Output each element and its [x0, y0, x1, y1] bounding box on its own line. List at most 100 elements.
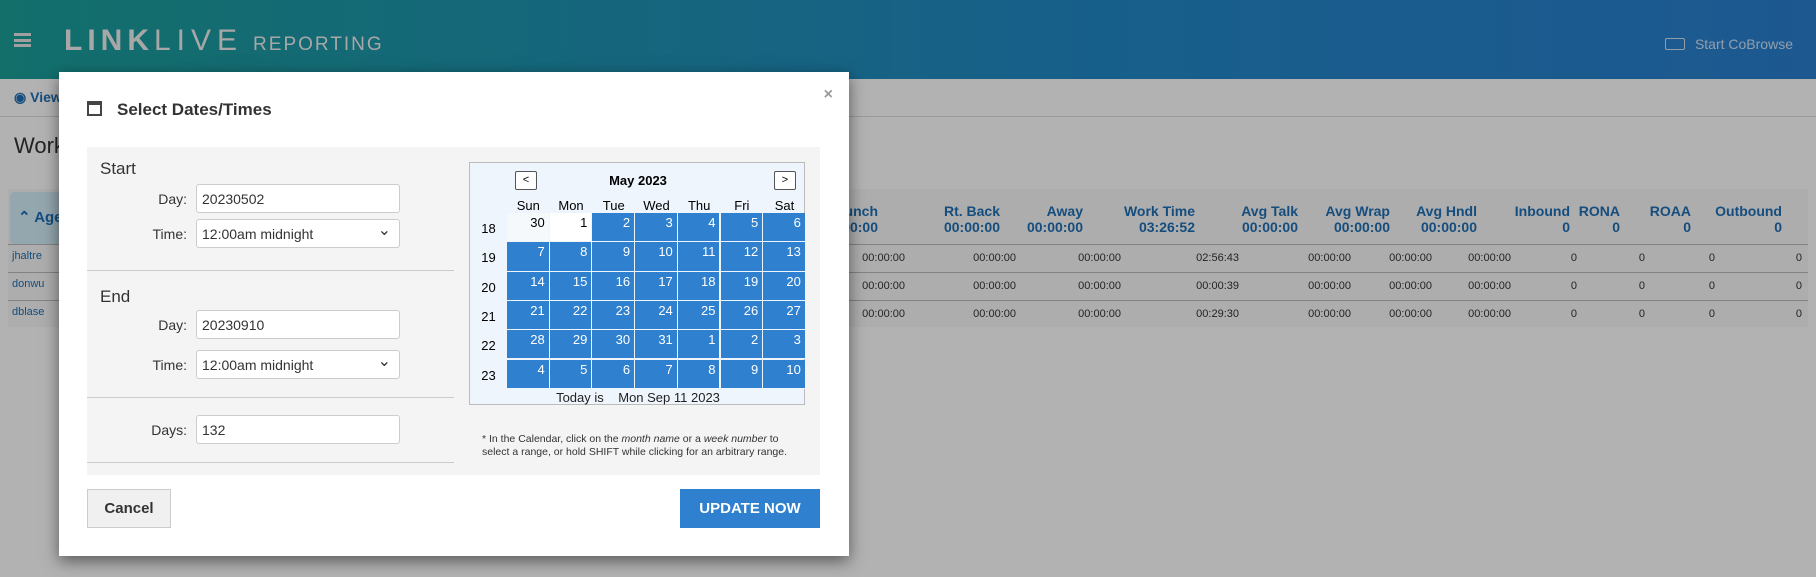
- table-cell: 00:00:00: [862, 280, 905, 292]
- calendar-day[interactable]: 8: [677, 359, 721, 389]
- table-cell: 00:00:00: [1389, 308, 1432, 320]
- calendar-day[interactable]: 22: [549, 300, 593, 331]
- end-time-select[interactable]: 12:00am midnight: [196, 350, 400, 379]
- table-cell: 00:00:00: [973, 252, 1016, 264]
- page-title: Work: [14, 133, 65, 158]
- table-cell: 00:00:39: [1196, 280, 1239, 292]
- calendar-day[interactable]: 10: [635, 242, 678, 272]
- calendar-day[interactable]: 17: [635, 271, 678, 301]
- calendar-day[interactable]: 8: [549, 242, 593, 272]
- column-header[interactable]: Inbound 0: [1515, 203, 1570, 235]
- column-total: 00:00:00: [1333, 219, 1390, 235]
- week-number[interactable]: 21: [481, 308, 496, 324]
- view-link[interactable]: View: [30, 89, 62, 105]
- calendar-day[interactable]: 4: [507, 359, 550, 389]
- calendar-day[interactable]: 13: [763, 242, 806, 272]
- calendar-day[interactable]: 15: [549, 271, 593, 301]
- column-label: Outbound: [1715, 203, 1782, 219]
- calendar-day[interactable]: 12: [720, 242, 764, 272]
- table-cell: 00:00:00: [1308, 280, 1351, 292]
- calendar-day[interactable]: 5: [720, 213, 764, 243]
- column-header[interactable]: Avg Hndl 00:00:00: [1416, 203, 1477, 235]
- calendar-day[interactable]: 10: [763, 359, 806, 389]
- calendar-day[interactable]: 5: [549, 359, 593, 389]
- end-heading: End: [100, 287, 131, 306]
- start-day-input[interactable]: 20230502: [196, 184, 400, 213]
- calendar-day[interactable]: 3: [635, 213, 678, 243]
- menu-icon[interactable]: [14, 33, 31, 47]
- calendar-day[interactable]: 6: [763, 213, 806, 243]
- calendar-day[interactable]: 1: [549, 213, 593, 243]
- calendar-day[interactable]: 9: [592, 242, 636, 272]
- calendar-day[interactable]: 16: [592, 271, 636, 301]
- start-time-label: Time:: [152, 226, 187, 242]
- eye-icon: ◉: [14, 89, 31, 105]
- calendar-day[interactable]: 30: [507, 213, 550, 243]
- update-now-button[interactable]: UPDATE NOW: [680, 489, 820, 528]
- calendar-day[interactable]: 2: [720, 330, 764, 360]
- week-number[interactable]: 18: [481, 221, 496, 236]
- agent-row-link[interactable]: dblase: [12, 306, 45, 318]
- logo: LINKLIVE REPORTING: [64, 24, 384, 57]
- month-name[interactable]: May 2023: [609, 173, 667, 188]
- column-header[interactable]: ROAA 0: [1650, 203, 1691, 235]
- calendar-day[interactable]: 26: [720, 300, 764, 331]
- week-number[interactable]: 19: [481, 250, 496, 266]
- agent-row-link[interactable]: donwu: [12, 278, 45, 290]
- weekday-header: Fri: [734, 198, 750, 213]
- calendar-day[interactable]: 1: [677, 330, 721, 360]
- calendar-day[interactable]: 9: [720, 359, 764, 389]
- weekday-header: Thu: [687, 198, 711, 213]
- cancel-button[interactable]: Cancel: [87, 489, 171, 528]
- calendar-day[interactable]: 20: [763, 271, 806, 301]
- column-header[interactable]: Rt. Back 00:00:00: [944, 203, 1000, 235]
- table-cell: 0: [1638, 308, 1645, 320]
- calendar-day[interactable]: 14: [507, 271, 550, 301]
- today-date[interactable]: Mon Sep 11 2023: [618, 390, 720, 405]
- calendar-day[interactable]: 29: [549, 330, 593, 360]
- column-total: 00:00:00: [1420, 219, 1477, 235]
- calendar-day[interactable]: 31: [635, 330, 678, 360]
- calendar-day[interactable]: 24: [635, 300, 678, 331]
- calendar-day[interactable]: 19: [720, 271, 764, 301]
- today-label: Today is Mon Sep 11 2023: [556, 390, 720, 405]
- column-header[interactable]: Away 00:00:00: [1027, 203, 1083, 235]
- start-cobrowse-button[interactable]: Start CoBrowse: [1664, 36, 1793, 52]
- prev-month-button[interactable]: <: [515, 171, 537, 190]
- calendar-day[interactable]: 2: [592, 213, 636, 243]
- end-day-input[interactable]: 20230910: [196, 310, 400, 339]
- column-header[interactable]: Avg Wrap 00:00:00: [1325, 203, 1390, 235]
- week-number[interactable]: 23: [481, 367, 496, 383]
- calendar-day[interactable]: 6: [592, 359, 636, 389]
- calendar-day[interactable]: 11: [677, 242, 721, 272]
- table-cell: 0: [1638, 280, 1645, 292]
- calendar-day[interactable]: 28: [507, 330, 550, 360]
- calendar-day[interactable]: 7: [635, 359, 678, 389]
- start-time-select[interactable]: 12:00am midnight: [196, 219, 400, 248]
- calendar-day[interactable]: 4: [677, 213, 721, 243]
- column-header[interactable]: RONA 0: [1579, 203, 1620, 235]
- calendar-day[interactable]: 18: [677, 271, 721, 301]
- table-cell: 00:00:00: [1078, 280, 1121, 292]
- calendar-day[interactable]: 21: [507, 300, 550, 331]
- calendar-day[interactable]: 30: [592, 330, 636, 360]
- column-total: 0: [1774, 219, 1782, 235]
- calendar-day[interactable]: 27: [763, 300, 806, 331]
- column-header[interactable]: Avg Talk 00:00:00: [1241, 203, 1298, 235]
- column-total: 0: [1683, 219, 1691, 235]
- next-month-button[interactable]: >: [774, 171, 796, 190]
- agent-row-link[interactable]: jhaltre: [12, 250, 42, 262]
- column-header[interactable]: Work Time 03:26:52: [1124, 203, 1195, 235]
- table-cell: 00:00:00: [1078, 252, 1121, 264]
- column-header[interactable]: Outbound 0: [1715, 203, 1782, 235]
- calendar-day[interactable]: 3: [763, 330, 806, 360]
- calendar-day[interactable]: 23: [592, 300, 636, 331]
- divider: [87, 270, 454, 271]
- calendar-day[interactable]: 25: [677, 300, 721, 331]
- week-number[interactable]: 22: [481, 338, 496, 354]
- week-number[interactable]: 20: [481, 279, 496, 295]
- table-cell: 00:00:00: [1078, 308, 1121, 320]
- calendar-day[interactable]: 7: [507, 242, 550, 272]
- close-icon[interactable]: ×: [823, 86, 833, 103]
- days-input[interactable]: 132: [196, 415, 400, 444]
